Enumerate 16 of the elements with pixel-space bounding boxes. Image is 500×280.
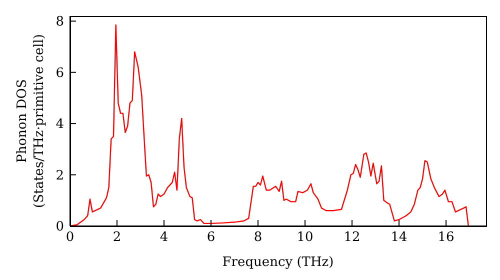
x-tick-label: 2 [112, 230, 122, 246]
y-tick-label: 8 [56, 14, 64, 30]
y-tick-label: 6 [56, 66, 64, 81]
x-tick-label: 14 [390, 230, 408, 246]
y-axis-title: Phonon DOS (States/THz·primitive cell) [15, 34, 47, 208]
x-tick-label: 4 [160, 230, 168, 246]
x-tick-label: 12 [344, 230, 360, 246]
x-tick-label: 16 [438, 230, 454, 246]
y-tick-label: 0 [56, 220, 64, 235]
y-tick-label: 4 [56, 117, 64, 132]
x-axis-title: Frequency (THz) [222, 255, 334, 270]
x-tick-label: 0 [66, 230, 74, 246]
x-tick-label: 8 [254, 230, 262, 246]
y-tick-label: 2 [56, 168, 64, 184]
x-tick-label: 10 [296, 230, 314, 246]
x-tick-label: 6 [206, 230, 216, 246]
